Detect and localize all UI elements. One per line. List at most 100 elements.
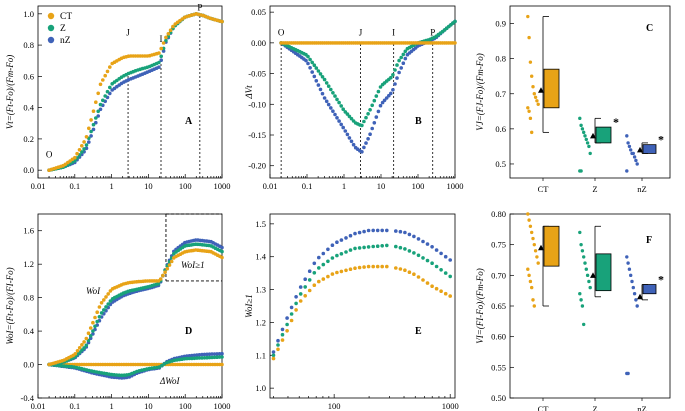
point-nz <box>385 228 389 233</box>
point-z <box>324 81 329 85</box>
y-tick-label: 0.6 <box>23 71 34 81</box>
point-nz <box>304 58 308 63</box>
y-tick-label: 0.05 <box>251 7 266 17</box>
point-z <box>314 66 319 70</box>
point-z <box>331 91 335 95</box>
point-ct <box>93 315 97 320</box>
strip-point-z <box>582 130 586 135</box>
strip-point-nz <box>626 371 630 376</box>
point-ct <box>98 82 103 87</box>
point-z-delta <box>117 373 121 378</box>
point-z <box>362 245 366 250</box>
point-z <box>101 98 105 103</box>
point-ct <box>82 340 86 344</box>
strip-point-ct <box>526 106 530 110</box>
point-nz <box>389 91 393 96</box>
point-z <box>330 256 335 260</box>
strip-point-ct <box>530 285 534 290</box>
strip-point-ct <box>531 85 535 89</box>
point-nz <box>322 96 327 100</box>
strip-point-z <box>587 279 591 284</box>
point-nz <box>448 258 453 262</box>
point-z <box>159 54 163 59</box>
point-nz <box>91 127 96 132</box>
phase-label-O: O <box>46 150 53 160</box>
point-ct <box>82 140 86 144</box>
point-nz <box>364 141 368 145</box>
point-nz <box>434 248 439 252</box>
strip-point-z <box>579 169 583 173</box>
y-tick-label: 0.65 <box>491 301 506 311</box>
point-z <box>93 324 97 329</box>
x-tick-label: 0.1 <box>302 181 313 191</box>
point-z <box>335 253 339 258</box>
point-nz <box>347 136 352 140</box>
strip-point-nz <box>631 151 635 156</box>
strip-point-z <box>580 127 585 131</box>
y-axis-label: VI=(FI-Fo)/(Fm-Fo) <box>475 268 485 344</box>
point-nz <box>372 121 377 125</box>
point-z <box>362 119 366 124</box>
y-tick-label: 0.2 <box>23 134 34 144</box>
point-ct <box>159 46 163 51</box>
point-nz <box>326 102 331 107</box>
y-tick-label: -0.10 <box>248 99 266 109</box>
strip-point-ct <box>527 273 531 278</box>
point-z <box>220 249 224 254</box>
panel-letter: E <box>415 326 422 337</box>
point-ct <box>75 349 80 353</box>
point-nz <box>412 234 416 239</box>
point-nz <box>159 58 163 62</box>
mean-marker <box>637 146 643 153</box>
point-z <box>366 112 370 116</box>
strip-point-nz <box>635 304 639 308</box>
point-nz <box>303 277 308 282</box>
strip-point-nz <box>627 144 632 149</box>
strip-point-ct <box>527 218 531 222</box>
strip-point-nz <box>631 285 635 290</box>
point-ct <box>348 267 353 272</box>
point-z <box>307 278 312 282</box>
point-ct <box>73 155 77 160</box>
point-ct <box>276 347 280 352</box>
point-ct <box>434 286 439 291</box>
strip-point-ct <box>526 267 530 271</box>
strip-point-nz <box>625 169 629 173</box>
point-z-delta <box>197 356 202 360</box>
point-z <box>349 116 354 121</box>
point-nz <box>320 91 325 96</box>
y-tick-label: 0.50 <box>491 393 506 403</box>
point-ct <box>412 272 416 277</box>
strip-point-z <box>585 141 590 145</box>
point-z <box>310 60 315 65</box>
y-tick-label: 1.0 <box>255 383 266 393</box>
point-ct <box>84 336 89 341</box>
point-nz <box>378 103 383 108</box>
x-tick-label: 0.01 <box>263 181 278 191</box>
point-ct <box>220 255 224 260</box>
point-nz <box>96 114 100 118</box>
point-ct <box>89 118 93 122</box>
point-ct <box>448 294 453 298</box>
point-nz <box>310 70 315 74</box>
strip-point-z <box>585 273 590 278</box>
point-ct <box>161 41 166 45</box>
strip-point-ct <box>527 35 531 40</box>
point-nz <box>401 61 406 65</box>
point-nz <box>348 233 353 238</box>
point-ct <box>339 269 344 274</box>
point-z <box>360 123 364 128</box>
point-nz <box>339 122 344 127</box>
point-z <box>395 63 399 67</box>
point-nz <box>330 243 335 247</box>
point-ct <box>106 292 110 296</box>
point-nz <box>333 112 337 117</box>
point-nz <box>384 96 389 100</box>
phase-label-P: P <box>197 3 202 13</box>
phase-label-I: I <box>160 34 163 44</box>
point-ct <box>84 135 89 139</box>
box-ct <box>543 68 560 109</box>
point-ct <box>77 346 82 350</box>
point-ct <box>443 291 448 296</box>
point-ct <box>96 91 100 96</box>
